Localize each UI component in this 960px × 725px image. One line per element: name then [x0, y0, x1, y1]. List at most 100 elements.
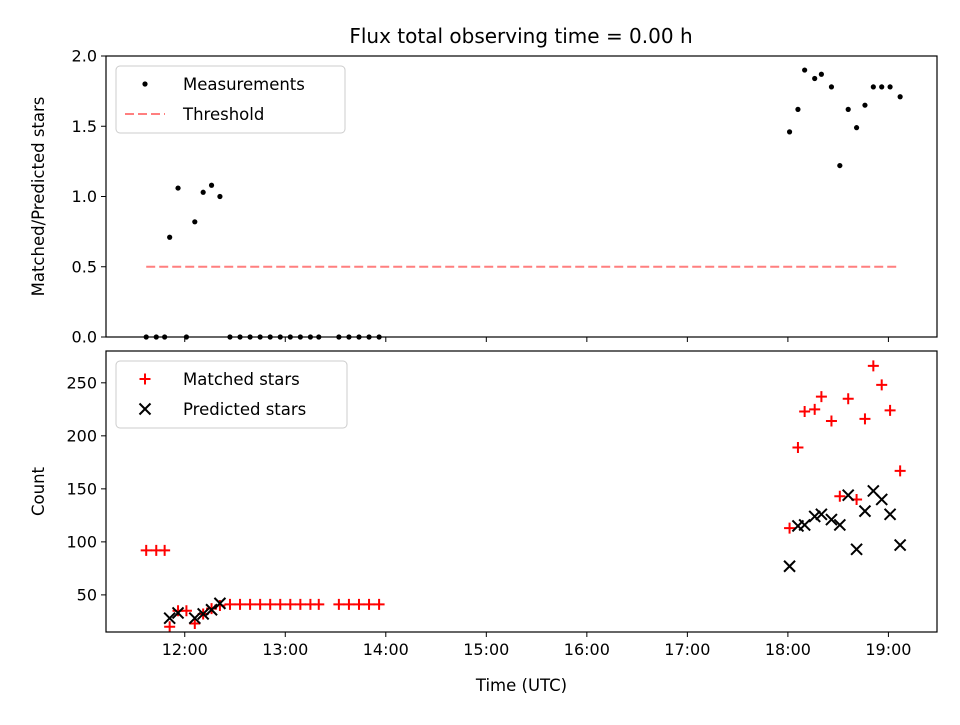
bottom-xtick-label-3: 15:00: [463, 640, 509, 659]
bottom-xtick-label-0: 12:00: [162, 640, 208, 659]
bottom-series-0-point-38: [894, 465, 906, 477]
bottom-ylabel: Count: [29, 466, 48, 516]
bottom-series-1-point-4: [205, 603, 218, 616]
bottom-series-1-point-14: [850, 543, 863, 556]
top-series-0-point-28: [812, 75, 818, 82]
bottom-series-0-point-37: [884, 404, 896, 416]
top-series-0-point-34: [862, 102, 868, 108]
top-legend-label-1: Threshold: [182, 105, 264, 124]
bottom-series-1-point-9: [808, 510, 821, 523]
bottom-legend-swatch-1: [138, 402, 152, 416]
bottom-series-0-point-22: [353, 598, 365, 610]
top-legend: Measurements Threshold: [115, 65, 346, 134]
bottom-series-0-point-32: [842, 393, 854, 405]
bottom-ytick-label-4: 250: [66, 373, 97, 392]
top-series-0-point-7: [200, 189, 206, 195]
top-legend-box: [115, 65, 346, 134]
bottom-series-0-point-31: [834, 490, 846, 502]
bottom-frame: [105, 350, 938, 633]
bottom-series-1-point-15: [858, 504, 872, 518]
bottom-series-0-point-36: [876, 379, 888, 391]
bottom-series-0-point-24: [373, 598, 385, 610]
bottom-xtick-label-7: 19:00: [865, 640, 911, 659]
top-series-0-point-31: [837, 162, 843, 169]
bottom-series-0-point-11: [234, 598, 246, 610]
bottom-series-0-point-20: [333, 598, 345, 610]
top-series-0-point-33: [853, 125, 860, 131]
top-legend-swatch-0: [142, 81, 148, 87]
bottom-series-0-point-25: [784, 522, 796, 534]
bottom-ytick-label-0: 50: [77, 585, 97, 604]
top-frame: [105, 55, 938, 338]
bottom-xlabel: Time (UTC): [475, 676, 567, 695]
top-data-points: [143, 67, 903, 340]
bottom-series-0-point-6: [189, 618, 201, 630]
bottom-series-0-point-17: [294, 598, 306, 610]
top-series-0-point-29: [818, 71, 824, 77]
top-series-0-point-25: [786, 129, 793, 135]
bottom-series-0-point-30: [825, 415, 837, 427]
bottom-axes: 50 100 150 200 250 12:00 13:00 14:00 15:00 16:00 1…: [29, 350, 938, 695]
bottom-xtick-label-2: 14:00: [363, 640, 409, 659]
bottom-ytick-label-2: 150: [66, 479, 97, 498]
bottom-series-1-point-8: [798, 518, 811, 532]
bottom-legend-swatch-0: [139, 373, 151, 385]
top-axes: 0.0 0.5 1.0 1.5 2.0 Matched/Predicted stars Me…: [29, 47, 938, 347]
bottom-ytick-label-3: 200: [66, 426, 97, 445]
top-series-0-point-9: [217, 193, 223, 200]
top-ytick-label-2: 1.0: [72, 187, 97, 206]
bottom-data-points: [140, 360, 907, 633]
bottom-legend-label-0: Matched stars: [183, 370, 300, 389]
bottom-ytick-label-1: 100: [66, 532, 97, 551]
bottom-series-1-point-19: [893, 538, 907, 552]
top-series-0-point-8: [208, 182, 215, 188]
top-ytick-label-4: 2.0: [72, 47, 97, 66]
bottom-series-1-point-2: [188, 612, 202, 625]
bottom-series-0-point-0: [140, 544, 152, 556]
top-series-0-point-38: [897, 94, 903, 100]
bottom-series-1-point-1: [171, 606, 185, 620]
bottom-legend-label-1: Predicted stars: [183, 400, 306, 419]
top-series-0-point-30: [828, 84, 835, 90]
bottom-xtick-label-6: 18:00: [765, 640, 811, 659]
bottom-series-0-point-10: [224, 598, 236, 610]
top-series-0-point-26: [795, 106, 801, 112]
bottom-xtick-label-4: 16:00: [564, 640, 610, 659]
top-series-0-point-35: [870, 84, 876, 90]
bottom-series-1-point-5: [213, 597, 227, 610]
top-ticks: 0.0 0.5 1.0 1.5 2.0: [72, 47, 889, 347]
top-legend-label-0: Measurements: [183, 75, 305, 94]
top-series-0-point-37: [887, 84, 893, 90]
bottom-series-1-point-6: [783, 560, 796, 573]
bottom-series-0-point-21: [343, 598, 355, 610]
top-ytick-label-3: 1.5: [72, 117, 97, 136]
bottom-series-0-point-16: [284, 598, 296, 610]
bottom-series-1-point-0: [163, 612, 176, 625]
bottom-legend-box: [115, 360, 348, 429]
bottom-series-0-point-29: [815, 391, 827, 403]
top-series-0-point-27: [802, 67, 808, 73]
bottom-ticks: 50 100 150 200 250 12:00 13:00 14:00 15:00 16:00 1…: [66, 373, 911, 659]
bottom-xtick-label-1: 13:00: [262, 640, 308, 659]
top-series-0-point-3: [167, 234, 173, 240]
bottom-series-0-point-12: [244, 598, 256, 610]
bottom-series-0-point-19: [313, 598, 325, 610]
bottom-series-0-point-3: [164, 621, 176, 633]
top-ytick-label-1: 0.5: [72, 257, 97, 276]
bottom-series-1-point-10: [815, 508, 828, 521]
top-ylabel: Matched/Predicted stars: [29, 97, 48, 297]
bottom-series-1-point-12: [833, 518, 847, 532]
bottom-series-0-point-15: [274, 598, 286, 610]
bottom-series-1-point-18: [883, 508, 897, 521]
bottom-series-0-point-28: [809, 403, 821, 415]
bottom-series-0-point-2: [159, 544, 171, 556]
bottom-series-1-point-3: [196, 607, 210, 621]
bottom-legend: Matched stars Predicted stars: [115, 360, 348, 429]
bottom-series-1-point-13: [841, 489, 855, 502]
bottom-series-0-point-27: [799, 405, 811, 417]
bottom-series-0-point-14: [264, 598, 276, 610]
bottom-series-1-point-17: [875, 493, 888, 506]
bottom-series-0-point-5: [180, 605, 192, 617]
